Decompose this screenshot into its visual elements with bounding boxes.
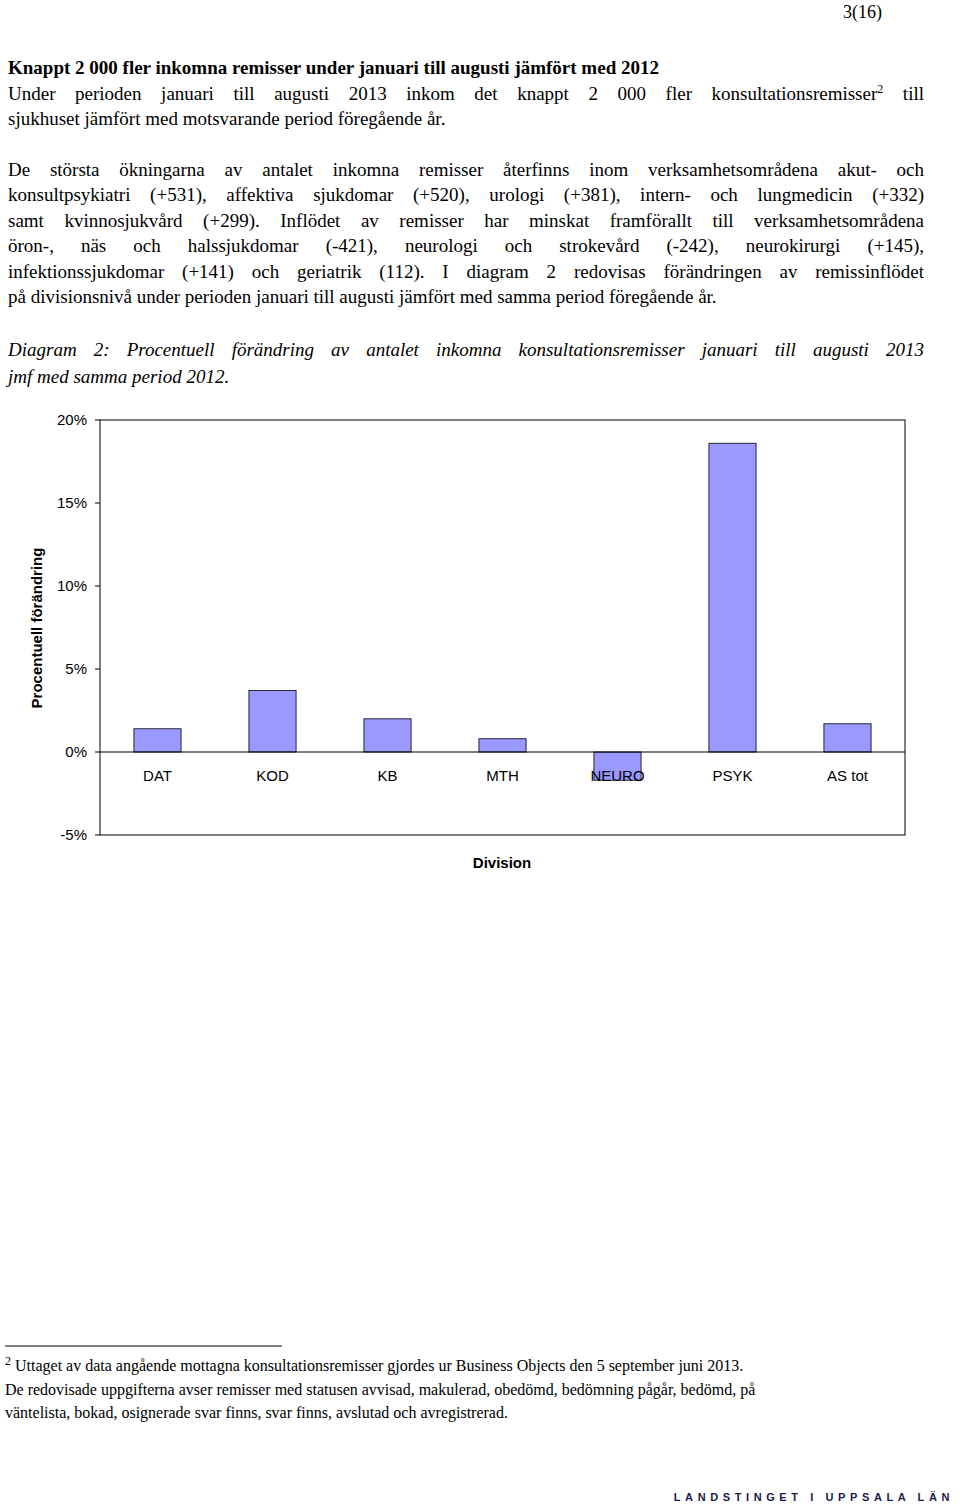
text-segment: öron-, näs och halssjukdomar (-421), neu… bbox=[8, 235, 924, 256]
tick-mark bbox=[95, 669, 100, 670]
footer: LANDSTINGET I UPPSALA LÄN bbox=[674, 1489, 954, 1505]
category-label: MTH bbox=[486, 767, 519, 784]
text-line: sjukhuset jämfört med motsvarande period… bbox=[8, 107, 924, 131]
tick-label: -5% bbox=[60, 826, 87, 843]
text-segment: på divisionsnivå under perioden januari … bbox=[8, 286, 717, 307]
tick-label: 20% bbox=[57, 411, 87, 428]
text-line: öron-, näs och halssjukdomar (-421), neu… bbox=[8, 234, 924, 258]
plot-frame bbox=[100, 420, 905, 835]
bar bbox=[479, 739, 526, 752]
bar bbox=[364, 719, 411, 752]
category-label: NEURO bbox=[590, 767, 644, 784]
text-segment: De största ökningarna av antalet inkomna… bbox=[8, 159, 924, 180]
category-label: KOD bbox=[256, 767, 289, 784]
caption-line: Diagram 2: Procentuell förändring av ant… bbox=[8, 338, 924, 362]
text-line: De största ökningarna av antalet inkomna… bbox=[8, 158, 924, 182]
category-label: KB bbox=[377, 767, 397, 784]
superscript: 2 bbox=[5, 1354, 11, 1368]
caption-line: jmf med samma period 2012. bbox=[8, 365, 924, 389]
text-segment: De redovisade uppgifterna avser remisser… bbox=[5, 1381, 755, 1398]
y-axis-label: Procentuell förändring bbox=[28, 548, 45, 709]
tick-label: 10% bbox=[57, 577, 87, 594]
category-label: DAT bbox=[143, 767, 172, 784]
text-segment: samt kvinnosjukvård (+299). Inflödet av … bbox=[8, 210, 924, 231]
text-line: Under perioden januari till augusti 2013… bbox=[8, 82, 924, 106]
bars bbox=[134, 443, 871, 780]
page-number: 3(16) bbox=[820, 0, 882, 24]
text-line: samt kvinnosjukvård (+299). Inflödet av … bbox=[8, 209, 924, 233]
text-segment: Uttaget av data angående mottagna konsul… bbox=[11, 1357, 743, 1374]
text-segment: Under perioden januari till augusti 2013… bbox=[8, 83, 877, 104]
text-line: konsultpsykiatri (+531), affektiva sjukd… bbox=[8, 183, 924, 207]
superscript: 2 bbox=[877, 82, 883, 96]
x-axis-label: Division bbox=[473, 854, 531, 871]
text-line: på divisionsnivå under perioden januari … bbox=[8, 285, 924, 309]
tick-mark bbox=[95, 835, 100, 836]
footnote-separator bbox=[5, 1346, 282, 1347]
text-segment: sjukhuset jämfört med motsvarande period… bbox=[8, 108, 445, 129]
tick-label: 15% bbox=[57, 494, 87, 511]
text-line: infektionssjukdomar (+141) och geriatrik… bbox=[8, 260, 924, 284]
page: -5% 0% 5% 10% 15% 20% DAT KOD KB MTH NEURO PSYK AS t… bbox=[0, 0, 960, 1507]
zero-line bbox=[100, 752, 905, 753]
text-segment: infektionssjukdomar (+141) och geriatrik… bbox=[8, 261, 924, 282]
bar bbox=[824, 724, 871, 752]
bar bbox=[249, 691, 296, 752]
tick-label: 0% bbox=[65, 743, 87, 760]
bar bbox=[134, 729, 181, 752]
text-segment: till bbox=[883, 83, 924, 104]
text-segment: väntelista, bokad, osignerade svar finns… bbox=[5, 1404, 508, 1421]
category-label: AS tot bbox=[827, 767, 869, 784]
tick-label: 5% bbox=[65, 660, 87, 677]
text-segment: konsultpsykiatri (+531), affektiva sjukd… bbox=[8, 184, 924, 205]
text-line: 2 Uttaget av data angående mottagna kons… bbox=[5, 1354, 935, 1378]
bar bbox=[709, 443, 756, 752]
tick-mark bbox=[95, 503, 100, 504]
title: Knappt 2 000 fler inkomna remisser under… bbox=[8, 56, 659, 80]
tick-mark bbox=[95, 586, 100, 587]
text-line: De redovisade uppgifterna avser remisser… bbox=[5, 1378, 935, 1402]
tick-mark bbox=[95, 420, 100, 421]
category-label: PSYK bbox=[712, 767, 752, 784]
tick-mark bbox=[95, 752, 100, 753]
text-line: väntelista, bokad, osignerade svar finns… bbox=[5, 1401, 935, 1425]
